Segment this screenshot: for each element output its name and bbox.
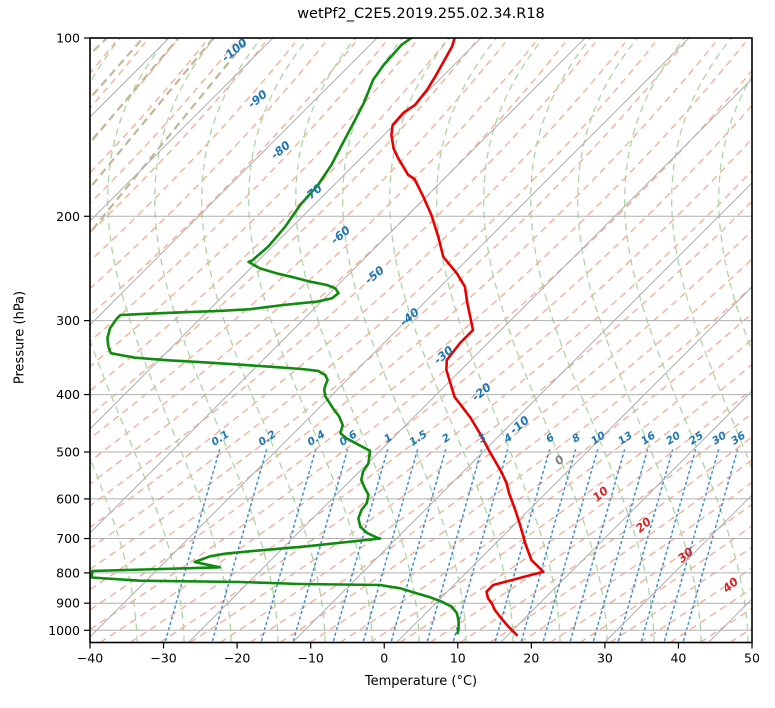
mixing-ratio-label: 0.1 (209, 428, 231, 448)
isotherm-label: 40 (719, 574, 741, 596)
isotherm-label: -30 (431, 343, 456, 367)
mixing-ratio-label: 20 (664, 429, 683, 447)
plot-frame (89, 37, 753, 644)
isotherm-label: -100 (219, 35, 250, 64)
temperature-tick-label: −20 (224, 651, 250, 666)
isotherm-label: 10 (590, 483, 611, 504)
isobar-gridlines (90, 215, 752, 631)
pressure-tick-label: 100 (56, 31, 80, 46)
isotherm-label: -50 (362, 263, 387, 287)
pressure-tick-label: 700 (56, 531, 80, 546)
pressure-tick-label: 900 (56, 596, 80, 611)
temperature-tick-label: 30 (597, 651, 613, 666)
temperature-curve (390, 38, 545, 637)
mixing-ratio-label: 6 (544, 431, 557, 445)
isotherm-label: -10 (507, 413, 532, 437)
dewpoint-curve (90, 38, 461, 635)
chart-title: wetPf2_C2E5.2019.255.02.34.R18 (297, 6, 545, 22)
tan-dashed-lines (90, 38, 251, 235)
pressure-tick-label: 600 (56, 491, 80, 506)
y-axis-ticks: 100 200 300 400 500 600 700 800 900 1000 (48, 31, 90, 638)
mixing-ratio-label: 16 (639, 429, 658, 447)
isotherm-label: 20 (633, 514, 654, 535)
green-dashed-lines (90, 38, 752, 643)
temperature-tick-label: −40 (77, 651, 103, 666)
mixing-ratio-lines (164, 449, 739, 643)
slanted-gridlines (90, 38, 752, 643)
temperature-tick-label: −10 (297, 651, 323, 666)
x-axis-label: Temperature (°C) (364, 674, 478, 689)
temperature-tick-label: 40 (670, 651, 686, 666)
pressure-tick-label: 300 (56, 313, 80, 328)
pressure-tick-label: 1000 (48, 623, 80, 638)
mixing-ratio-label: 2 (440, 431, 453, 445)
x-axis-ticks: −40 −30 −20 −10 0 10 20 30 40 50 (77, 642, 760, 666)
isotherm-label: -80 (268, 138, 293, 162)
mixing-ratio-label: 36 (729, 429, 748, 447)
temperature-tick-label: 0 (380, 651, 388, 666)
temperature-tick-label: 20 (523, 651, 539, 666)
plot-area: -100-90-80-70-60-50-40-30-20-10010203040… (90, 35, 752, 643)
pressure-tick-label: 500 (56, 444, 80, 459)
pressure-tick-label: 400 (56, 387, 80, 402)
isotherm-label: 30 (675, 544, 696, 565)
isotherm-label: 0 (552, 452, 567, 468)
mixing-ratio-label: 8 (570, 431, 583, 445)
isotherm-label: -20 (469, 380, 494, 404)
temperature-tick-label: −30 (150, 651, 176, 666)
mixing-ratio-label: 10 (589, 429, 608, 447)
pressure-tick-label: 800 (56, 565, 80, 580)
temperature-tick-label: 10 (450, 651, 466, 666)
mixing-ratio-label: 30 (710, 429, 729, 447)
isotherm-label: -60 (328, 223, 353, 247)
mixing-ratio-label: 13 (616, 429, 635, 447)
pressure-tick-label: 200 (56, 209, 80, 224)
salmon-dashed-lines (90, 42, 752, 643)
temperature-tick-label: 50 (744, 651, 760, 666)
